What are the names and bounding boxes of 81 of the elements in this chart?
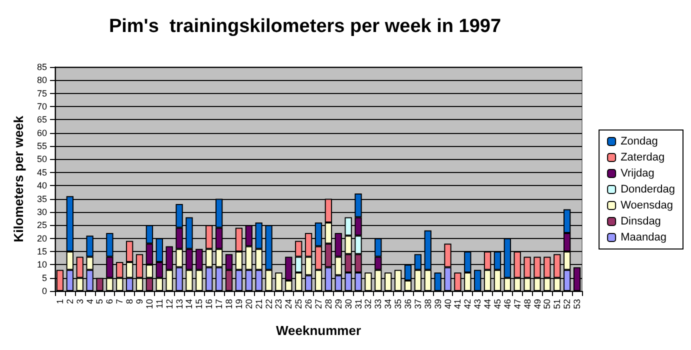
x-tick-label: 50 — [542, 299, 552, 310]
x-tick-label: 47 — [512, 299, 522, 310]
x-tick-label: 34 — [383, 299, 394, 310]
x-tick-label: 6 — [104, 299, 115, 304]
x-tick-label: 43 — [472, 299, 483, 310]
x-tick-label: 39 — [432, 299, 443, 310]
x-tick-label: 26 — [304, 299, 314, 310]
legend-label: Woensdag — [620, 200, 673, 212]
legend-label: Maandag — [620, 232, 666, 244]
y-tick-label: 10 — [36, 260, 47, 270]
x-tick-label: 9 — [134, 299, 145, 304]
x-tick-label: 51 — [552, 299, 562, 310]
y-tick-label: 65 — [36, 114, 47, 125]
y-tick-label: 70 — [36, 102, 47, 112]
x-tick-label: 33 — [373, 299, 384, 310]
x-tick-label: 38 — [422, 299, 433, 310]
x-tick-label: 20 — [244, 299, 254, 310]
x-tick-label: 2 — [64, 299, 75, 304]
x-tick-label: 30 — [343, 299, 354, 310]
y-tick-label: 40 — [36, 180, 47, 191]
x-tick-label: 35 — [393, 299, 404, 310]
x-tick-label: 16 — [204, 299, 214, 310]
y-tick-label: 45 — [36, 167, 47, 178]
legend-label: Zaterdag — [620, 152, 665, 164]
x-tick-label: 28 — [323, 299, 334, 310]
x-tick-label: 14 — [184, 299, 194, 310]
x-tick-label: 8 — [124, 299, 135, 304]
x-tick-label: 21 — [254, 299, 264, 310]
x-tick-label: 40 — [442, 299, 453, 310]
x-tick-label: 37 — [412, 299, 423, 310]
x-tick-label: 10 — [144, 299, 154, 310]
x-tick-label: 53 — [572, 299, 582, 310]
y-tick-label: 0 — [42, 286, 47, 296]
x-tick-label: 15 — [194, 299, 204, 310]
y-tick-label: 25 — [36, 220, 47, 230]
legend-label: Dinsdag — [620, 216, 661, 228]
x-tick-label: 46 — [502, 299, 512, 310]
x-axis-title: Weeknummer — [276, 323, 362, 338]
x-tick-label: 49 — [532, 299, 542, 310]
y-tick-label: 15 — [36, 246, 47, 256]
x-tick-label: 22 — [264, 299, 274, 310]
x-tick-label: 11 — [154, 299, 164, 308]
y-tick-label: 80 — [36, 75, 47, 86]
y-tick-label: 75 — [36, 88, 47, 98]
chart-title: Pim's trainingskilometers per week in 1997 — [108, 16, 502, 37]
x-tick-label: 17 — [214, 299, 224, 310]
x-tick-label: 31 — [353, 299, 364, 310]
y-tick-label: 20 — [36, 233, 47, 244]
x-tick-label: 18 — [224, 299, 234, 310]
x-tick-label: 13 — [174, 299, 184, 310]
x-tick-label: 19 — [234, 299, 244, 310]
x-tick-label: 41 — [452, 299, 463, 310]
y-tick-label: 30 — [36, 206, 47, 217]
y-axis-title: Kilometers per week — [11, 115, 26, 242]
legend-label: Donderdag — [620, 184, 676, 196]
x-tick-label: 36 — [402, 299, 413, 310]
x-tick-label: 29 — [333, 299, 344, 310]
x-tick-label: 12 — [164, 299, 174, 310]
y-tick-label: 5 — [42, 272, 47, 283]
y-tick-label: 50 — [36, 154, 47, 164]
x-tick-label: 44 — [482, 299, 493, 310]
x-tick-label: 4 — [84, 299, 95, 304]
x-tick-label: 27 — [314, 299, 324, 310]
legend-label: Vrijdag — [620, 168, 654, 180]
x-tick-label: 52 — [562, 299, 572, 310]
x-tick-label: 25 — [294, 299, 304, 310]
y-tick-label: 60 — [36, 128, 47, 138]
x-tick-label: 48 — [522, 299, 532, 310]
x-tick-label: 42 — [462, 299, 473, 310]
x-tick-label: 3 — [74, 299, 85, 304]
x-tick-label: 7 — [114, 299, 125, 304]
y-tick-label: 55 — [36, 141, 47, 152]
legend-label: Zondag — [620, 136, 658, 148]
x-tick-label: 45 — [492, 299, 502, 310]
x-tick-label: 24 — [284, 299, 294, 310]
y-tick-label: 85 — [36, 62, 47, 72]
x-tick-label: 32 — [363, 299, 374, 310]
x-tick-label: 5 — [94, 299, 105, 304]
x-tick-label: 23 — [274, 299, 284, 310]
y-tick-label: 35 — [36, 194, 47, 204]
x-tick-label: 1 — [54, 299, 65, 304]
